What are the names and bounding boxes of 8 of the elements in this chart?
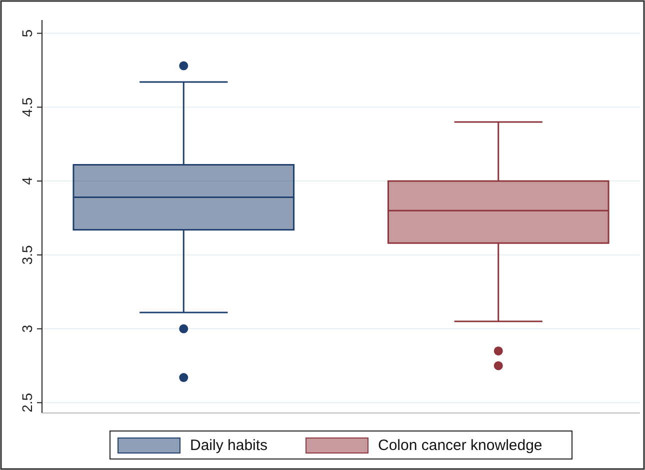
- legend-label: Daily habits: [190, 437, 268, 454]
- y-tick-label: 2.5: [19, 392, 35, 412]
- y-tick-label: 5: [19, 29, 35, 38]
- y-tick-label: 3.5: [19, 244, 35, 265]
- legend-label: Colon cancer knowledge: [378, 437, 542, 454]
- y-tick-label: 4.5: [19, 97, 35, 117]
- y-tick-label: 3: [19, 324, 35, 333]
- y-tick-label: 4: [19, 176, 35, 185]
